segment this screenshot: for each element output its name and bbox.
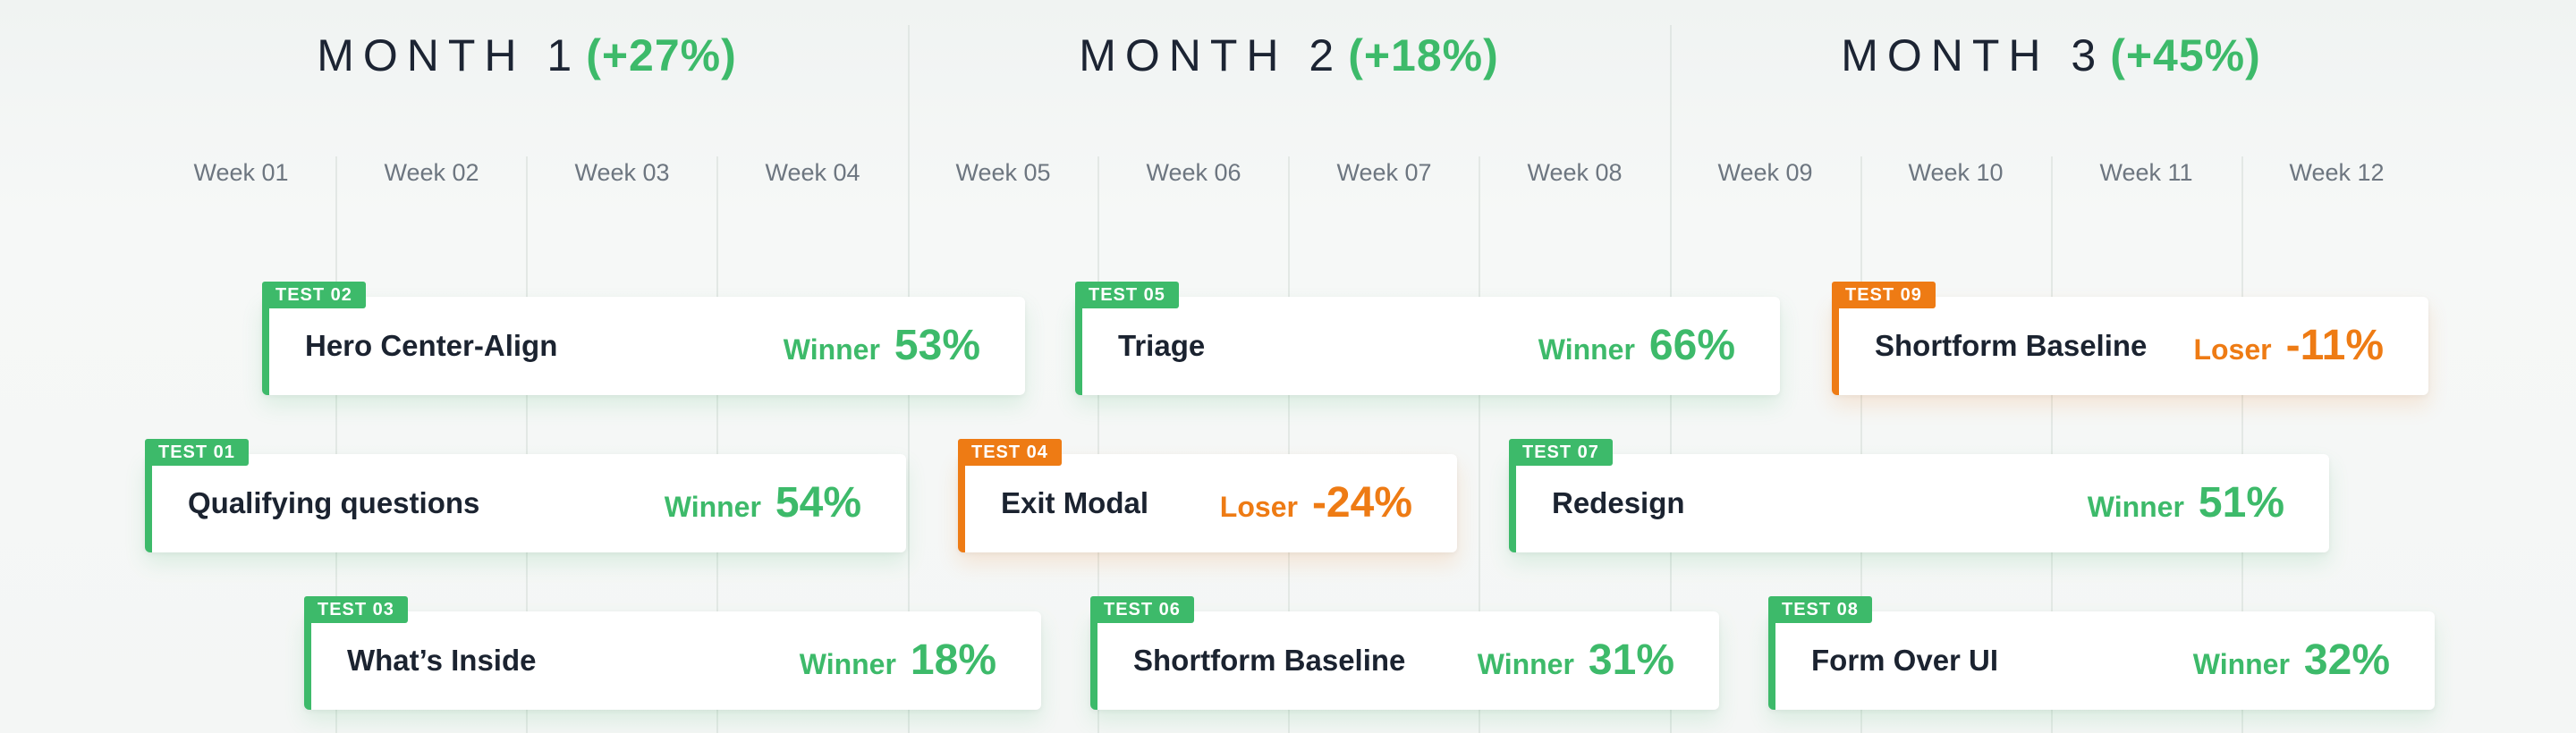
test-name: Form Over UI <box>1811 644 1999 677</box>
test-name: Shortform Baseline <box>1133 644 1406 677</box>
result-label: Winner <box>2087 491 2184 523</box>
week-label: Week 05 <box>955 159 1051 186</box>
result-label: Winner <box>664 491 761 523</box>
result-value: -11% <box>2285 322 2384 369</box>
result-value: 53% <box>894 322 980 369</box>
week-gridline <box>1097 156 1099 733</box>
test-card-08[interactable]: TEST 08 Form Over UI Winner 32% <box>1768 596 2435 710</box>
test-tag: TEST 01 <box>145 439 249 466</box>
week-gridline <box>526 156 528 733</box>
result-label: Winner <box>783 333 880 366</box>
test-tag: TEST 04 <box>958 439 1062 466</box>
week-label: Week 06 <box>1146 159 1241 186</box>
test-result: Winner 54% <box>665 454 861 552</box>
week-gridline <box>1288 156 1290 733</box>
test-result: Winner 18% <box>800 611 996 710</box>
test-tag: TEST 07 <box>1509 439 1613 466</box>
week-label: Week 01 <box>193 159 289 186</box>
week-label: Week 07 <box>1336 159 1432 186</box>
result-label: Winner <box>1538 333 1635 366</box>
test-card-03[interactable]: TEST 03 What’s Inside Winner 18% <box>304 596 1041 710</box>
result-label: Winner <box>799 648 896 680</box>
result-value: 54% <box>775 479 861 527</box>
week-gridline <box>1860 156 1862 733</box>
week-label: Week 09 <box>1717 159 1813 186</box>
test-card-05[interactable]: TEST 05 Triage Winner 66% <box>1075 282 1780 395</box>
result-label: Winner <box>1477 648 1574 680</box>
test-tag: TEST 02 <box>262 282 366 308</box>
test-card-09[interactable]: TEST 09 Shortform Baseline Loser -11% <box>1832 282 2428 395</box>
test-result: Loser -11% <box>2193 297 2384 395</box>
test-name: Qualifying questions <box>188 486 480 519</box>
month-growth: (+45%) <box>2110 30 2261 80</box>
month-header-1: MONTH 1 (+27%) <box>146 27 908 84</box>
test-tag: TEST 03 <box>304 596 408 623</box>
test-name: Shortform Baseline <box>1875 329 2148 362</box>
test-result: Winner 53% <box>784 297 980 395</box>
test-tag: TEST 06 <box>1090 596 1194 623</box>
week-label: Week 04 <box>765 159 860 186</box>
month-growth: (+27%) <box>586 30 737 80</box>
month-label: MONTH 3 <box>1841 30 2106 80</box>
week-label: Week 03 <box>574 159 670 186</box>
week-label: Week 12 <box>2289 159 2385 186</box>
test-name: What’s Inside <box>347 644 537 677</box>
week-label: Week 08 <box>1527 159 1623 186</box>
test-tag: TEST 08 <box>1768 596 1872 623</box>
test-result: Winner 51% <box>2088 454 2284 552</box>
result-label: Winner <box>2192 648 2290 680</box>
week-gridline <box>335 156 337 733</box>
test-result: Winner 66% <box>1538 297 1735 395</box>
result-value: 31% <box>1588 636 1674 684</box>
month-label: MONTH 1 <box>317 30 581 80</box>
test-name: Hero Center-Align <box>305 329 558 362</box>
result-label: Loser <box>1219 491 1298 523</box>
week-label: Week 11 <box>2099 159 2193 186</box>
result-value: -24% <box>1311 479 1412 527</box>
test-name: Redesign <box>1552 486 1685 519</box>
test-card-02[interactable]: TEST 02 Hero Center-Align Winner 53% <box>262 282 1025 395</box>
month-growth: (+18%) <box>1348 30 1499 80</box>
result-value: 51% <box>2198 479 2284 527</box>
week-gridline <box>2051 156 2053 733</box>
test-name: Triage <box>1118 329 1206 362</box>
test-card-01[interactable]: TEST 01 Qualifying questions Winner 54% <box>145 439 906 552</box>
result-label: Loser <box>2193 333 2272 366</box>
test-name: Exit Modal <box>1001 486 1149 519</box>
test-tag: TEST 09 <box>1832 282 1936 308</box>
result-value: 18% <box>910 636 996 684</box>
result-value: 66% <box>1648 322 1735 369</box>
test-result: Winner 31% <box>1478 611 1674 710</box>
week-gridline <box>1479 156 1480 733</box>
month-header-3: MONTH 3 (+45%) <box>1670 27 2432 84</box>
test-result: Winner 32% <box>2193 611 2390 710</box>
month-header-2: MONTH 2 (+18%) <box>908 27 1670 84</box>
week-gridline <box>2241 156 2243 733</box>
test-card-07[interactable]: TEST 07 Redesign Winner 51% <box>1509 439 2329 552</box>
week-label: Week 02 <box>384 159 479 186</box>
week-gridline <box>716 156 718 733</box>
test-card-04[interactable]: TEST 04 Exit Modal Loser -24% <box>958 439 1457 552</box>
test-card-06[interactable]: TEST 06 Shortform Baseline Winner 31% <box>1090 596 1719 710</box>
test-tag: TEST 05 <box>1075 282 1179 308</box>
month-label: MONTH 2 <box>1079 30 1343 80</box>
test-result: Loser -24% <box>1220 454 1412 552</box>
result-value: 32% <box>2303 636 2390 684</box>
week-label: Week 10 <box>1908 159 2004 186</box>
